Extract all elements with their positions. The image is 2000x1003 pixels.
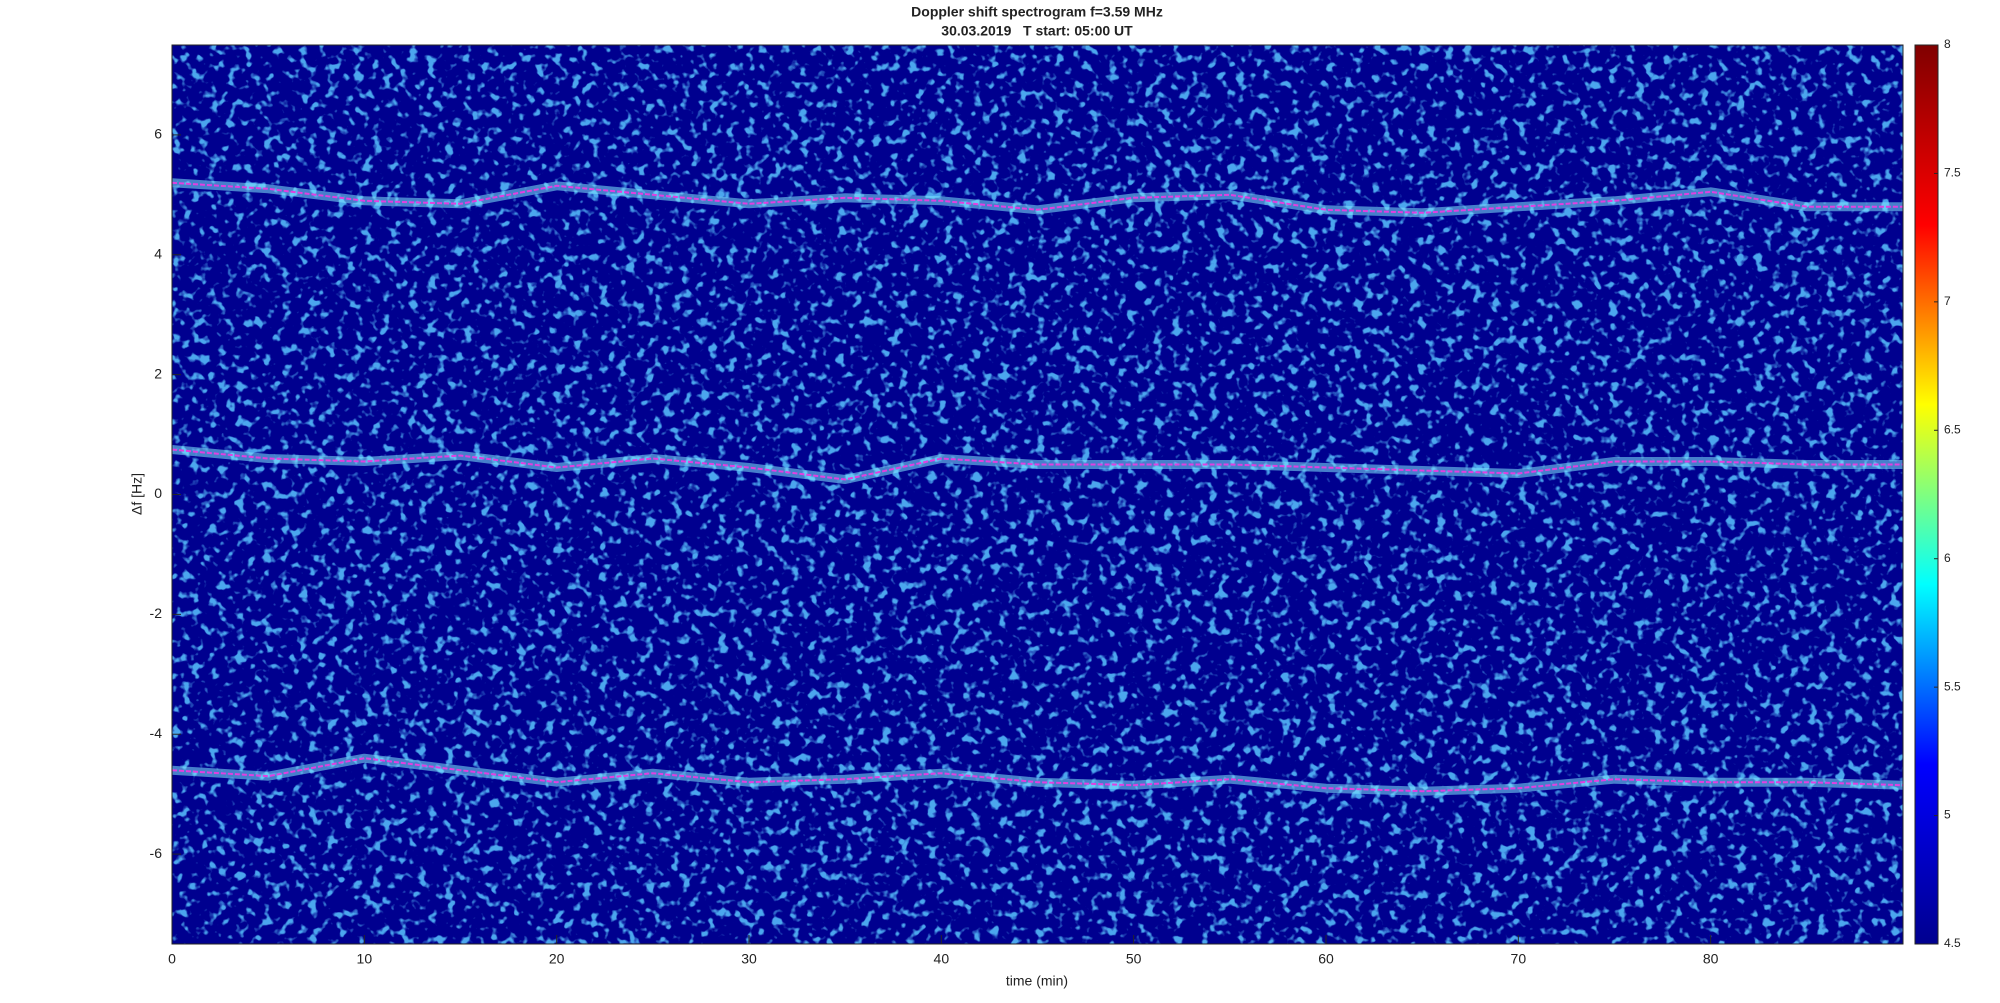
y-tick-label: -6 (150, 845, 163, 861)
colorbar-tick-label: 5 (1944, 808, 1951, 822)
x-tick-label: 30 (741, 951, 757, 967)
x-tick-label: 80 (1703, 951, 1719, 967)
x-tick-label: 50 (1126, 951, 1142, 967)
x-tick-label: 70 (1511, 951, 1527, 967)
colorbar-tick-label: 5.5 (1944, 679, 1961, 693)
x-tick-label: 0 (168, 951, 176, 967)
x-tick-label: 20 (549, 951, 565, 967)
colorbar (1914, 44, 1939, 945)
y-tick-label: -4 (150, 725, 163, 741)
x-axis-label: time (min) (1006, 973, 1068, 989)
y-tick-label: 4 (154, 245, 162, 261)
colorbar-tick-label: 6 (1944, 551, 1951, 565)
y-tick-label: 2 (154, 365, 162, 381)
spectrogram-noise (172, 45, 1903, 944)
colorbar-tick-label: 6.5 (1944, 422, 1961, 436)
y-tick-label: -2 (150, 605, 163, 621)
doppler-trace (171, 448, 1903, 481)
x-tick-label: 10 (357, 951, 373, 967)
x-tick-label: 40 (934, 951, 950, 967)
chart-title: Doppler shift spectrogram f=3.59 MHz (911, 4, 1163, 20)
doppler-trace (171, 181, 1903, 214)
doppler-trace (171, 757, 1904, 793)
colorbar-tick-label: 4.5 (1944, 936, 1961, 950)
y-axis-label: Δf [Hz] (129, 473, 145, 515)
x-tick-label: 60 (1318, 951, 1334, 967)
y-tick-label: 0 (154, 485, 162, 501)
colorbar-tick-label: 7.5 (1944, 166, 1961, 180)
y-tick-label: 6 (154, 126, 162, 142)
colorbar-tick-label: 7 (1944, 294, 1951, 308)
colorbar-tick-label: 8 (1944, 37, 1951, 51)
chart-subtitle: 30.03.2019 T start: 05:00 UT (941, 23, 1133, 39)
